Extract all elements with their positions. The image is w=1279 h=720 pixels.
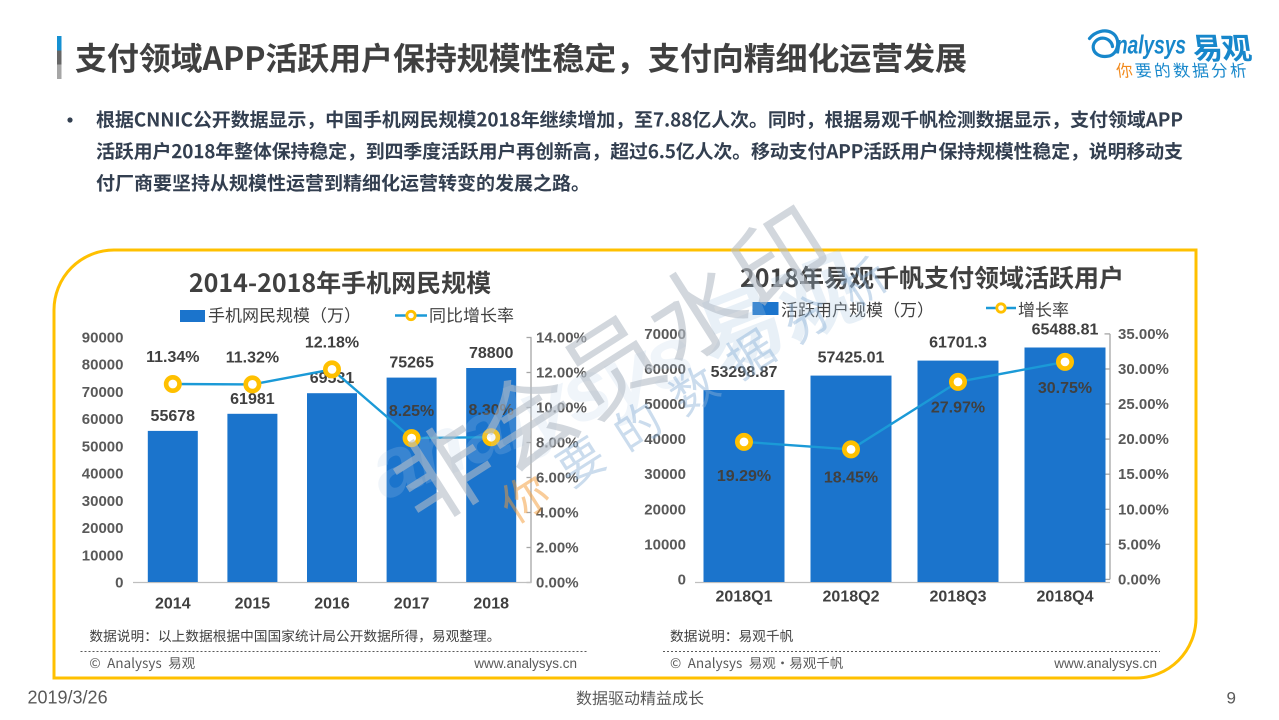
svg-text:2019/3/26: 2019/3/26 xyxy=(28,688,108,708)
svg-text:30.75%: 30.75% xyxy=(1038,380,1092,397)
svg-text:10.00%: 10.00% xyxy=(1118,501,1169,518)
svg-text:35.00%: 35.00% xyxy=(1118,326,1169,343)
svg-text:57425.01: 57425.01 xyxy=(818,350,885,367)
svg-text:4.00%: 4.00% xyxy=(536,505,579,522)
svg-text:30000: 30000 xyxy=(644,466,686,483)
svg-text:0: 0 xyxy=(115,575,123,592)
svg-text:2016: 2016 xyxy=(314,596,350,613)
svg-text:61701.3: 61701.3 xyxy=(929,335,987,352)
svg-text:18.45%: 18.45% xyxy=(824,470,878,487)
svg-text:50000: 50000 xyxy=(644,396,686,413)
svg-text:2018Q4: 2018Q4 xyxy=(1037,589,1094,606)
svg-text:nalysys: nalysys xyxy=(1116,30,1186,60)
svg-text:10000: 10000 xyxy=(644,536,686,553)
svg-text:9: 9 xyxy=(1227,689,1236,708)
svg-text:20000: 20000 xyxy=(82,520,124,537)
svg-text:15.00%: 15.00% xyxy=(1118,466,1169,483)
svg-text:2015: 2015 xyxy=(235,596,271,613)
svg-text:6.00%: 6.00% xyxy=(536,470,579,487)
svg-text:78800: 78800 xyxy=(469,345,514,362)
svg-text:2018Q3: 2018Q3 xyxy=(930,589,987,606)
svg-text:60000: 60000 xyxy=(644,361,686,378)
svg-text:50000: 50000 xyxy=(82,438,124,455)
svg-text:25.00%: 25.00% xyxy=(1118,396,1169,413)
svg-text:70000: 70000 xyxy=(82,384,124,401)
svg-text:8.25%: 8.25% xyxy=(389,403,434,420)
svg-text:www.analysys.cn: www.analysys.cn xyxy=(473,656,577,671)
svg-text:2.00%: 2.00% xyxy=(536,540,579,557)
svg-text:30000: 30000 xyxy=(82,493,124,510)
svg-text:69531: 69531 xyxy=(310,370,355,387)
svg-text:80000: 80000 xyxy=(82,357,124,374)
svg-text:61981: 61981 xyxy=(230,391,275,408)
svg-text:70000: 70000 xyxy=(644,326,686,343)
svg-text:40000: 40000 xyxy=(644,431,686,448)
svg-text:2014: 2014 xyxy=(155,596,191,613)
svg-text:19.29%: 19.29% xyxy=(717,468,771,485)
svg-text:0.00%: 0.00% xyxy=(536,575,579,592)
svg-text:12.00%: 12.00% xyxy=(536,365,587,382)
svg-text:2018: 2018 xyxy=(473,596,509,613)
svg-text:27.97%: 27.97% xyxy=(931,400,985,417)
svg-text:60000: 60000 xyxy=(82,411,124,428)
svg-text:55678: 55678 xyxy=(151,408,196,425)
svg-text:0.00%: 0.00% xyxy=(1118,571,1161,588)
svg-text:www.analysys.cn: www.analysys.cn xyxy=(1053,656,1157,671)
svg-text:11.34%: 11.34% xyxy=(146,349,199,366)
svg-text:0: 0 xyxy=(678,571,686,588)
svg-text:30.00%: 30.00% xyxy=(1118,361,1169,378)
svg-text:2017: 2017 xyxy=(394,596,430,613)
svg-text:75265: 75265 xyxy=(389,355,434,372)
svg-text:20000: 20000 xyxy=(644,501,686,518)
svg-text:20.00%: 20.00% xyxy=(1118,431,1169,448)
svg-text:5.00%: 5.00% xyxy=(1118,536,1161,553)
svg-text:2018Q2: 2018Q2 xyxy=(823,589,880,606)
svg-text:12.18%: 12.18% xyxy=(305,334,359,351)
svg-text:65488.81: 65488.81 xyxy=(1032,322,1099,339)
svg-text:90000: 90000 xyxy=(82,330,124,347)
svg-text:2018Q1: 2018Q1 xyxy=(716,589,773,606)
svg-text:11.32%: 11.32% xyxy=(226,349,279,366)
svg-text:10000: 10000 xyxy=(82,547,124,564)
svg-text:40000: 40000 xyxy=(82,466,124,483)
